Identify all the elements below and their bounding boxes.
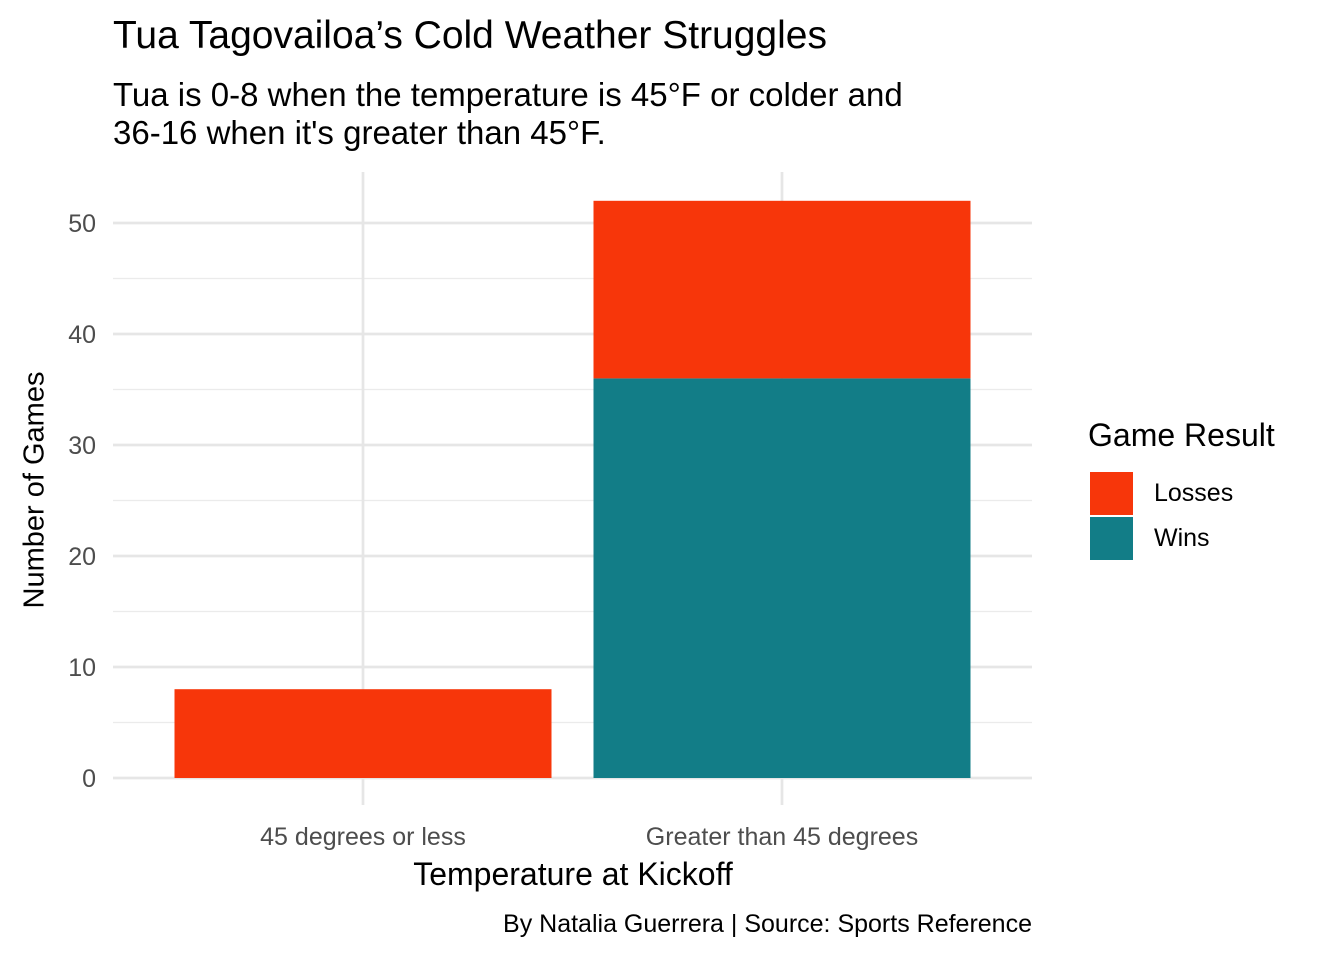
y-tick-label: 20	[68, 543, 96, 571]
legend-title: Game Result	[1088, 417, 1275, 453]
legend-swatch-wins	[1090, 517, 1133, 560]
chart-title: Tua Tagovailoa’s Cold Weather Struggles	[113, 14, 827, 57]
y-tick-label: 10	[68, 654, 96, 682]
x-tick-label: Greater than 45 degrees	[646, 823, 918, 851]
x-axis-label: Temperature at Kickoff	[413, 856, 733, 892]
x-tick-label: 45 degrees or less	[260, 823, 466, 851]
chart-subtitle: Tua is 0-8 when the temperature is 45°F …	[113, 76, 903, 151]
legend-swatch-losses	[1090, 472, 1133, 515]
y-tick-label: 30	[68, 432, 96, 460]
y-tick-label: 40	[68, 321, 96, 349]
bar-wins	[593, 378, 971, 778]
y-axis-label: Number of Games	[18, 371, 51, 609]
legend-label-wins: Wins	[1154, 524, 1210, 552]
legend-label-losses: Losses	[1154, 479, 1234, 507]
bar-losses	[593, 200, 971, 379]
bar-losses	[174, 689, 552, 778]
y-tick-label: 0	[82, 765, 96, 793]
y-tick-label: 50	[68, 210, 96, 238]
chart-caption: By Natalia Guerrera | Source: Sports Ref…	[503, 910, 1032, 938]
